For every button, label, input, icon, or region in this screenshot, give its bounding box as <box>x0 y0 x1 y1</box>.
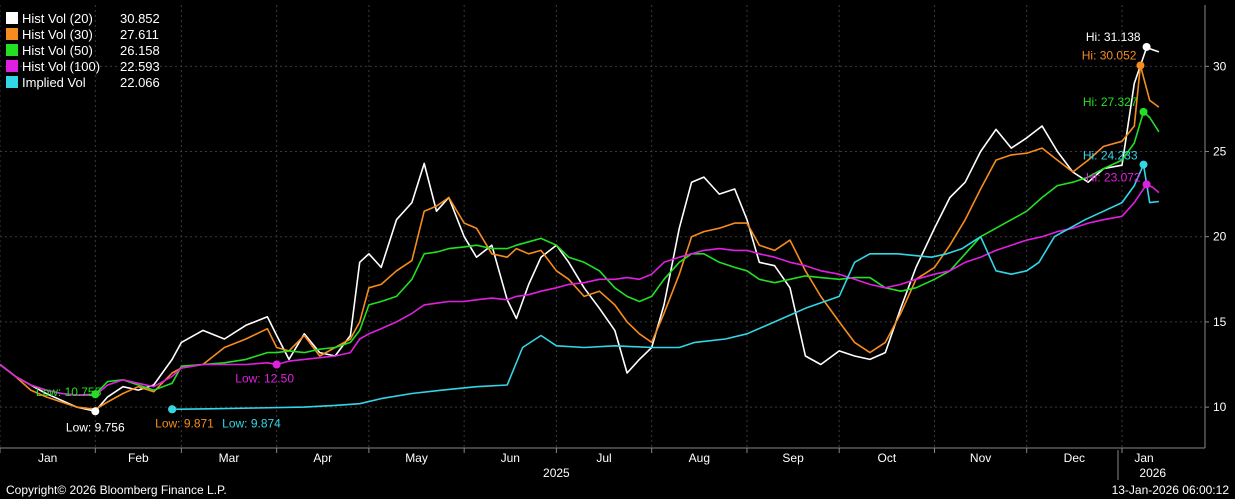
extreme-label: Low: 12.50 <box>235 372 294 386</box>
y-tick-label: 30 <box>1213 59 1227 73</box>
legend-last-value: 22.066 <box>120 74 160 90</box>
x-tick-label: Jun <box>501 451 520 465</box>
y-tick-label: 20 <box>1213 230 1227 244</box>
x-tick-label: Feb <box>128 451 149 465</box>
legend-swatch <box>6 60 18 72</box>
series-line-0 <box>0 46 1160 413</box>
extreme-label: Hi: 23.072 <box>1086 170 1141 184</box>
legend-series-name: Hist Vol (50) <box>22 42 93 58</box>
series-line-4 <box>172 163 1159 411</box>
legend-series-name: Hist Vol (30) <box>22 26 93 42</box>
legend-last-value: 26.158 <box>120 42 160 58</box>
legend-item: Hist Vol (50) 26.158 <box>6 42 166 58</box>
extreme-label: Low: 10.755 <box>36 385 102 399</box>
legend-last-value: 30.852 <box>120 10 160 26</box>
extreme-marker <box>1142 180 1151 189</box>
x-tick-label: Mar <box>219 451 240 465</box>
legend-series-name: Hist Vol (100) <box>22 58 101 74</box>
extreme-marker <box>1139 160 1148 169</box>
annotation-layer: Hi: 31.138 Hi: 30.052 Hi: 27.327 Hi: 24.233… <box>36 30 1151 434</box>
extreme-marker <box>91 407 100 416</box>
legend-item: Implied Vol 22.066 <box>6 74 166 90</box>
x-tick-label: Jul <box>596 451 611 465</box>
y-tick-label: 15 <box>1213 315 1227 329</box>
chart-legend: Hist Vol (20) 30.852 Hist Vol (30) 27.611 Hi… <box>6 10 166 90</box>
extreme-label: Hi: 31.138 <box>1086 30 1141 44</box>
legend-swatch <box>6 12 18 24</box>
x-year-label: 2026 <box>1139 466 1166 480</box>
legend-last-value: 22.593 <box>120 58 160 74</box>
timestamp-text: 13-Jan-2026 06:00:12 <box>1111 483 1229 497</box>
extreme-marker <box>168 405 177 414</box>
extreme-marker <box>91 390 100 399</box>
extreme-label: Hi: 30.052 <box>1082 48 1137 62</box>
extreme-marker <box>1139 107 1148 116</box>
extreme-label: Low: 9.756 <box>66 420 125 434</box>
legend-item: Hist Vol (100) 22.593 <box>6 58 166 74</box>
x-tick-label: Jan <box>38 451 57 465</box>
legend-item: Hist Vol (30) 27.611 <box>6 26 166 42</box>
x-tick-label: Oct <box>878 451 897 465</box>
copyright-text: Copyright© 2026 Bloomberg Finance L.P. <box>6 483 227 497</box>
extreme-marker <box>272 360 281 369</box>
series-line-3 <box>0 183 1160 397</box>
legend-series-name: Hist Vol (20) <box>22 10 93 26</box>
series-layer <box>0 46 1160 413</box>
legend-swatch <box>6 28 18 40</box>
legend-series-name: Implied Vol <box>22 74 86 90</box>
legend-last-value: 27.611 <box>120 26 159 42</box>
x-tick-label: May <box>405 451 428 465</box>
x-tick-label: Aug <box>689 451 710 465</box>
series-line-2 <box>0 111 1160 397</box>
grid-layer <box>0 5 1205 448</box>
extreme-marker <box>1136 61 1145 70</box>
x-tick-label: Apr <box>313 451 332 465</box>
x-tick-label: Jan <box>1134 451 1153 465</box>
extreme-marker <box>1142 42 1151 51</box>
extreme-label: Hi: 27.327 <box>1083 95 1138 109</box>
y-tick-label: 25 <box>1213 145 1227 159</box>
extreme-label: Low: 9.871 <box>155 416 214 430</box>
extreme-label: Hi: 24.233 <box>1083 149 1138 163</box>
y-tick-label: 10 <box>1213 400 1227 414</box>
x-tick-label: Nov <box>970 451 991 465</box>
legend-swatch <box>6 76 18 88</box>
series-line-1 <box>0 64 1160 411</box>
x-tick-label: Dec <box>1064 451 1085 465</box>
x-tick-label: Sep <box>782 451 804 465</box>
x-year-label: 2025 <box>543 466 570 480</box>
legend-swatch <box>6 44 18 56</box>
legend-item: Hist Vol (20) 30.852 <box>6 10 166 26</box>
extreme-label: Low: 9.874 <box>222 416 281 430</box>
